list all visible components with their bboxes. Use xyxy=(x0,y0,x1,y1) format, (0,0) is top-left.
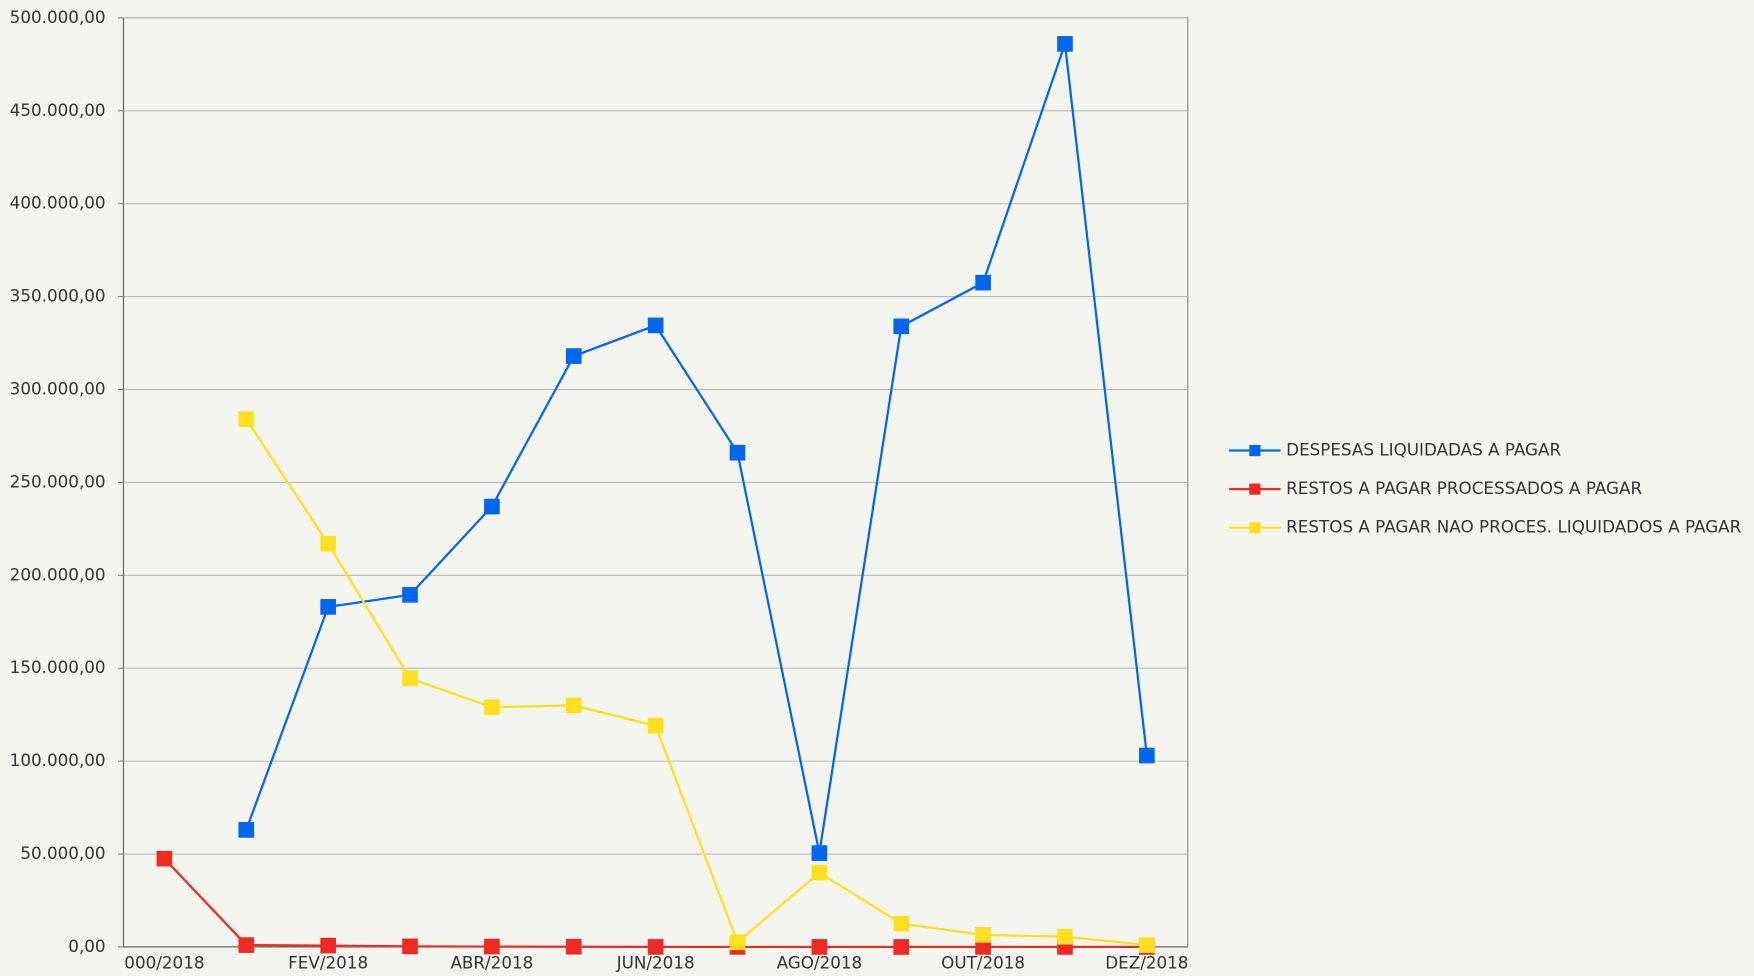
point-marker xyxy=(565,348,582,364)
x-tick-label: AGO/2018 xyxy=(777,953,863,973)
point-marker xyxy=(320,535,336,552)
point-marker xyxy=(811,864,828,881)
legend-label: RESTOS A PAGAR NAO PROCES. LIQUIDADOS A … xyxy=(1286,517,1741,537)
point-marker xyxy=(238,822,255,838)
y-tick-label: 50.000,00 xyxy=(20,843,105,863)
point-marker xyxy=(238,937,255,953)
series-line xyxy=(245,43,1148,854)
y-tick-label: 300.000,00 xyxy=(10,379,106,399)
y-tick-label: 450.000,00 xyxy=(10,100,106,120)
y-tick-label: 100.000,00 xyxy=(10,750,106,770)
point-marker xyxy=(647,717,664,734)
y-tick-label: 150.000,00 xyxy=(10,657,106,677)
point-marker xyxy=(484,699,500,716)
x-tick-label: ABR/2018 xyxy=(450,953,533,973)
point-marker xyxy=(320,599,336,615)
legend-label: DESPESAS LIQUIDADAS A PAGAR xyxy=(1286,440,1561,460)
point-marker xyxy=(238,411,255,428)
point-marker xyxy=(975,939,991,955)
legend-marker xyxy=(1249,483,1261,495)
point-marker xyxy=(1139,747,1155,764)
point-marker xyxy=(402,670,418,687)
point-marker xyxy=(893,915,910,932)
point-marker xyxy=(893,318,910,335)
point-marker xyxy=(320,937,336,954)
legend-marker xyxy=(1249,444,1261,457)
point-marker xyxy=(1057,36,1073,52)
legend-marker xyxy=(1249,522,1261,534)
point-marker xyxy=(647,317,664,334)
point-marker xyxy=(156,850,173,867)
point-marker xyxy=(729,934,746,951)
y-tick-label: 350.000,00 xyxy=(10,286,106,306)
point-marker xyxy=(811,939,828,955)
x-tick-label: 000/2018 xyxy=(124,953,204,973)
point-marker xyxy=(565,697,582,714)
point-marker xyxy=(484,938,500,955)
y-tick-label: 200.000,00 xyxy=(10,564,106,584)
point-marker xyxy=(811,845,828,861)
series-line xyxy=(245,418,1147,947)
point-marker xyxy=(1139,937,1155,953)
point-marker xyxy=(647,939,664,955)
y-tick-label: 250.000,00 xyxy=(10,471,106,491)
y-tick-label: 500.000,00 xyxy=(10,7,106,27)
point-marker xyxy=(975,927,991,943)
point-marker xyxy=(893,939,910,955)
point-marker xyxy=(729,444,746,461)
point-marker xyxy=(975,274,991,291)
point-marker xyxy=(484,498,500,515)
y-tick-label: 400.000,00 xyxy=(10,193,106,213)
legend-label: RESTOS A PAGAR PROCESSADOS A PAGAR xyxy=(1286,478,1642,498)
y-tick-label: 0,00 xyxy=(68,936,105,956)
point-marker xyxy=(1057,928,1073,945)
x-tick-label: OUT/2018 xyxy=(941,953,1025,973)
point-marker xyxy=(402,586,418,603)
point-marker xyxy=(402,938,418,955)
x-tick-label: DEZ/2018 xyxy=(1105,953,1188,973)
point-marker xyxy=(565,938,582,955)
x-tick-label: JUN/2018 xyxy=(616,953,695,973)
x-tick-label: FEV/2018 xyxy=(288,953,368,973)
